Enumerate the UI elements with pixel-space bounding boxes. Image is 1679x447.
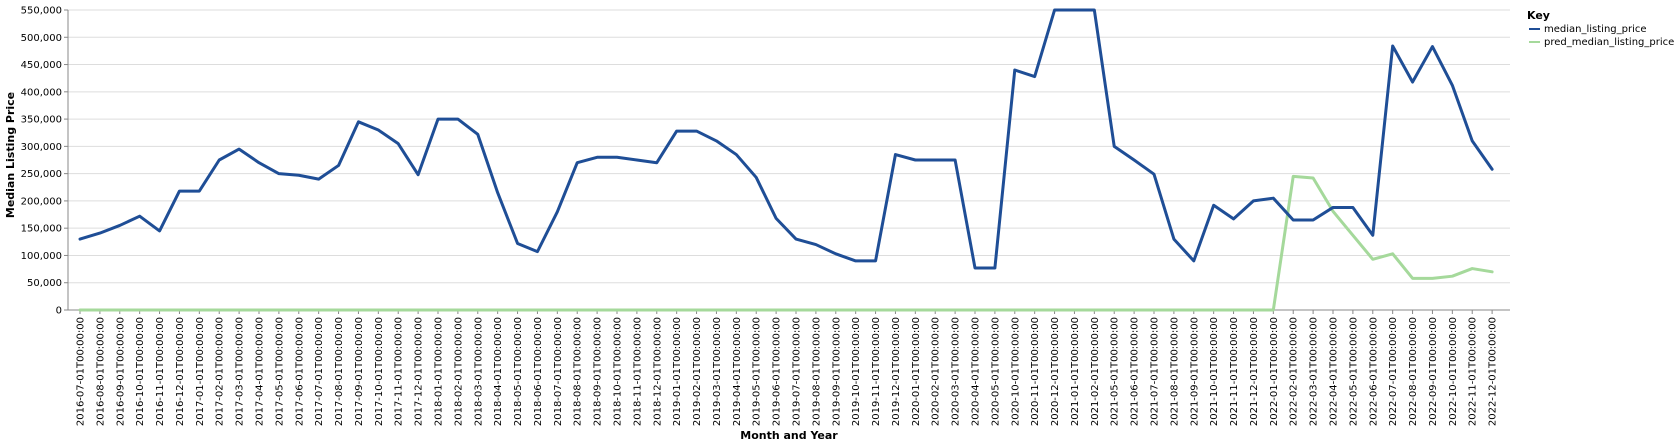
x-tick-label: 2017-06-01T00:00:00 — [294, 317, 305, 426]
x-tick-label: 2022-09-01T00:00:00 — [1428, 317, 1439, 426]
legend-label: pred_median_listing_price — [1544, 37, 1674, 48]
x-tick-label: 2019-02-01T00:00:00 — [692, 317, 703, 426]
x-tick-label: 2021-06-01T00:00:00 — [1130, 317, 1141, 426]
x-tick-label: 2022-06-01T00:00:00 — [1368, 317, 1379, 426]
y-tick-label: 450,000 — [21, 60, 62, 71]
x-tick-label: 2019-12-01T00:00:00 — [891, 317, 902, 426]
grid-lines — [68, 9, 1510, 311]
legend: Key median_listing_price pred_median_list… — [1527, 9, 1674, 48]
x-tick-label: 2017-12-01T00:00:00 — [414, 317, 425, 426]
legend-title: Key — [1527, 9, 1550, 22]
x-tick-label: 2021-01-01T00:00:00 — [1070, 317, 1081, 426]
y-tick-label: 500,000 — [21, 33, 62, 44]
x-tick-label: 2019-10-01T00:00:00 — [851, 317, 862, 426]
x-tick-label: 2022-03-01T00:00:00 — [1309, 317, 1320, 426]
x-tick-label: 2019-05-01T00:00:00 — [752, 317, 763, 426]
x-tick-label: 2018-02-01T00:00:00 — [453, 317, 464, 426]
series-line-pred-median-listing-price — [78, 174, 1494, 312]
y-axis: 0 50,000 100,000 150,000 200,000 250,000 300,0… — [21, 6, 69, 317]
x-tick-label: 2019-01-01T00:00:00 — [672, 317, 683, 426]
x-tick-label: 2022-11-01T00:00:00 — [1468, 317, 1479, 426]
x-tick-label: 2022-02-01T00:00:00 — [1289, 317, 1300, 426]
x-tick-label: 2019-03-01T00:00:00 — [712, 317, 723, 426]
x-tick-label: 2016-08-01T00:00:00 — [95, 317, 106, 426]
x-tick-label: 2016-09-01T00:00:00 — [115, 317, 126, 426]
x-tick-label: 2018-04-01T00:00:00 — [493, 317, 504, 426]
x-tick-label: 2019-04-01T00:00:00 — [732, 317, 743, 426]
x-tick-label: 2020-10-01T00:00:00 — [1010, 317, 1021, 426]
x-tick-label: 2017-07-01T00:00:00 — [314, 317, 325, 426]
y-tick-label: 350,000 — [21, 115, 62, 126]
x-tick-label: 2022-04-01T00:00:00 — [1329, 317, 1340, 426]
x-tick-label: 2017-11-01T00:00:00 — [394, 317, 405, 426]
x-tick-label: 2021-10-01T00:00:00 — [1209, 317, 1220, 426]
x-tick-label: 2017-04-01T00:00:00 — [255, 317, 266, 426]
x-tick-label: 2019-06-01T00:00:00 — [772, 317, 783, 426]
x-tick-label: 2022-05-01T00:00:00 — [1348, 317, 1359, 426]
x-tick-label: 2017-03-01T00:00:00 — [235, 317, 246, 426]
x-tick-label: 2022-07-01T00:00:00 — [1388, 317, 1399, 426]
x-tick-label: 2021-09-01T00:00:00 — [1189, 317, 1200, 426]
x-tick-label: 2018-03-01T00:00:00 — [473, 317, 484, 426]
x-tick-label: 2016-11-01T00:00:00 — [155, 317, 166, 426]
x-tick-label: 2020-11-01T00:00:00 — [1030, 317, 1041, 426]
series-line-median-listing-price — [78, 8, 1494, 270]
y-tick-label: 300,000 — [21, 142, 62, 153]
x-tick-label: 2017-10-01T00:00:00 — [374, 317, 385, 426]
x-tick-label: 2018-12-01T00:00:00 — [652, 317, 663, 426]
x-tick-label: 2016-10-01T00:00:00 — [135, 317, 146, 426]
x-tick-label: 2021-08-01T00:00:00 — [1169, 317, 1180, 426]
x-tick-label: 2020-03-01T00:00:00 — [951, 317, 962, 426]
x-tick-label: 2019-11-01T00:00:00 — [871, 317, 882, 426]
y-axis-title: Median Listing Price — [4, 92, 17, 218]
x-tick-label: 2020-12-01T00:00:00 — [1050, 317, 1061, 426]
y-tick-label: 550,000 — [21, 6, 62, 17]
x-tick-label: 2022-12-01T00:00:00 — [1488, 317, 1499, 426]
legend-items: median_listing_price pred_median_listing_… — [1529, 24, 1674, 48]
x-tick-label: 2022-10-01T00:00:00 — [1448, 317, 1459, 426]
x-tick-label: 2018-11-01T00:00:00 — [632, 317, 643, 426]
y-tick-label: 250,000 — [21, 169, 62, 180]
x-tick-label: 2018-10-01T00:00:00 — [613, 317, 624, 426]
y-tick-label: 50,000 — [27, 278, 62, 289]
x-tick-label: 2021-12-01T00:00:00 — [1249, 317, 1260, 426]
x-tick-label: 2018-06-01T00:00:00 — [533, 317, 544, 426]
x-tick-label: 2022-01-01T00:00:00 — [1269, 317, 1280, 426]
x-tick-label: 2021-02-01T00:00:00 — [1090, 317, 1101, 426]
y-tick-label: 0 — [56, 306, 62, 317]
legend-label: median_listing_price — [1544, 24, 1647, 35]
x-tick-label: 2018-09-01T00:00:00 — [593, 317, 604, 426]
y-tick-label: 100,000 — [21, 251, 62, 262]
x-tick-label: 2019-07-01T00:00:00 — [792, 317, 803, 426]
y-tick-label: 200,000 — [21, 196, 62, 207]
x-tick-label: 2018-05-01T00:00:00 — [513, 317, 524, 426]
x-axis: 2016-07-01T00:00:00 2016-08-01T00:00:00 20… — [68, 309, 1510, 426]
x-tick-label: 2020-05-01T00:00:00 — [990, 317, 1001, 426]
x-tick-label: 2019-09-01T00:00:00 — [831, 317, 842, 426]
x-tick-label: 2018-08-01T00:00:00 — [573, 317, 584, 426]
series-layer — [78, 8, 1494, 312]
x-tick-label: 2021-05-01T00:00:00 — [1110, 317, 1121, 426]
x-tick-label: 2017-05-01T00:00:00 — [274, 317, 285, 426]
x-tick-label: 2017-08-01T00:00:00 — [334, 317, 345, 426]
x-axis-title: Month and Year — [740, 429, 838, 442]
x-tick-label: 2022-08-01T00:00:00 — [1408, 317, 1419, 426]
x-tick-label: 2020-02-01T00:00:00 — [931, 317, 942, 426]
x-tick-label: 2020-01-01T00:00:00 — [911, 317, 922, 426]
x-tick-label: 2018-07-01T00:00:00 — [553, 317, 564, 426]
x-tick-label: 2018-01-01T00:00:00 — [434, 317, 445, 426]
x-tick-label: 2019-08-01T00:00:00 — [811, 317, 822, 426]
x-tick-label: 2017-02-01T00:00:00 — [215, 317, 226, 426]
y-tick-label: 400,000 — [21, 87, 62, 98]
x-tick-label: 2017-09-01T00:00:00 — [354, 317, 365, 426]
x-tick-label: 2016-07-01T00:00:00 — [76, 317, 87, 426]
x-tick-label: 2016-12-01T00:00:00 — [175, 317, 186, 426]
y-tick-label: 150,000 — [21, 224, 62, 235]
x-tick-label: 2017-01-01T00:00:00 — [195, 317, 206, 426]
x-tick-label: 2021-11-01T00:00:00 — [1229, 317, 1240, 426]
x-tick-label: 2020-04-01T00:00:00 — [971, 317, 982, 426]
x-tick-label: 2021-07-01T00:00:00 — [1150, 317, 1161, 426]
